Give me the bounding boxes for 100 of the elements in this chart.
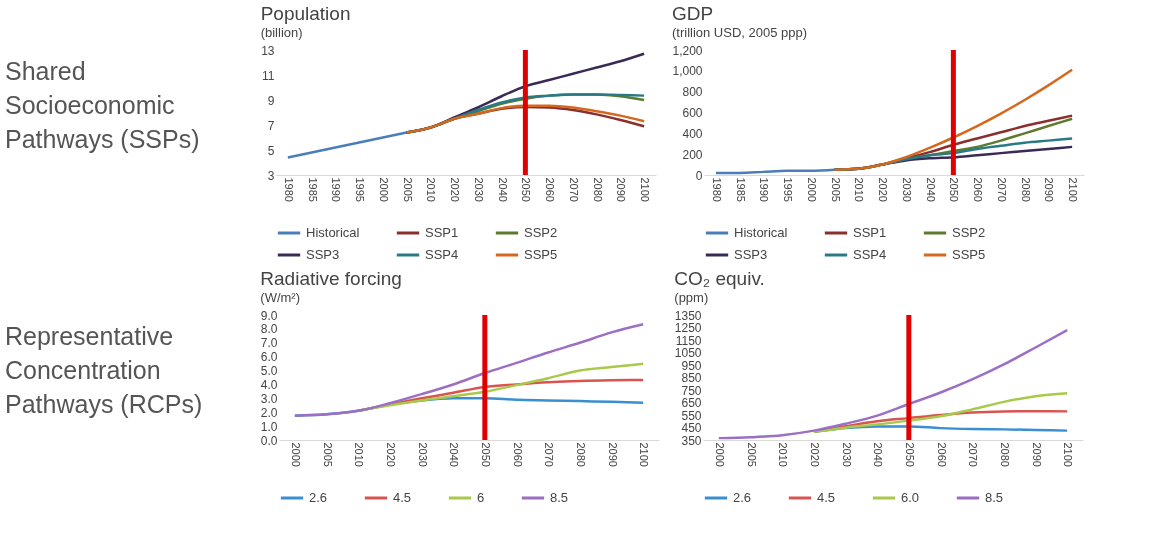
x-tick-label: 2070 (567, 177, 580, 202)
x-tick-label: 2005 (401, 177, 414, 202)
y-tick-label: 200 (682, 147, 703, 162)
x-tick-label: 2040 (872, 442, 885, 467)
y-tick-label: 13 (261, 43, 275, 58)
x-tick-label: 2005 (321, 442, 334, 467)
x-tick-label: 2030 (416, 442, 429, 467)
x-tick-label: 2100 (1067, 177, 1080, 202)
x-tick-label: 2000 (805, 177, 818, 202)
x-tick-label: 1985 (734, 177, 747, 202)
legend-label: 8.5 (550, 490, 569, 505)
y-tick-label: 6.0 (260, 350, 278, 365)
x-tick-label: 2010 (353, 442, 366, 467)
chart-title: CO₂ equiv. (674, 268, 765, 289)
legend-label: Historical (306, 225, 360, 240)
legend-label: Historical (734, 225, 788, 240)
chart-title: Radiative forcing (260, 268, 402, 289)
x-tick-label: 2010 (777, 442, 790, 467)
x-tick-label: 2090 (606, 442, 619, 467)
legend-label: 2.6 (733, 490, 752, 505)
legend-label: 4.5 (817, 490, 836, 505)
x-tick-label: 2100 (1062, 442, 1075, 467)
x-tick-label: 2000 (377, 177, 390, 202)
y-tick-label: 800 (682, 85, 703, 100)
y-tick-label: 0 (695, 168, 703, 183)
x-tick-label: 2020 (877, 177, 890, 202)
y-tick-label: 650 (681, 396, 702, 410)
x-tick-label: 1990 (330, 177, 343, 202)
x-tick-label: 2030 (472, 177, 485, 202)
y-tick-label: 750 (681, 383, 702, 398)
chart-subtitle: (trillion USD, 2005 ppp) (671, 25, 808, 40)
x-tick-label: 2090 (1043, 177, 1056, 202)
x-tick-label: 2060 (935, 442, 948, 467)
x-tick-label: 2040 (924, 177, 937, 202)
x-tick-label: 1995 (354, 177, 367, 202)
text: Representative Concentration Pathways (RCPs) (5, 322, 203, 418)
y-tick-label: 8.0 (260, 322, 278, 337)
x-tick-label: 2100 (639, 177, 652, 202)
x-tick-label: 2005 (829, 177, 842, 202)
x-tick-label: 2005 (745, 442, 758, 467)
x-tick-label: 2080 (574, 442, 587, 467)
legend-label: 2.6 (309, 490, 328, 505)
x-tick-label: 2080 (998, 442, 1011, 467)
legend-label: SSP2 (952, 225, 986, 240)
y-tick-label: 450 (681, 421, 702, 435)
chart-subtitle: (ppm) (674, 290, 709, 305)
chart-title: Population (260, 3, 351, 24)
x-tick-label: 2070 (995, 177, 1008, 202)
legend-label: SSP4 (853, 247, 887, 262)
x-tick-label: 2060 (511, 442, 524, 467)
x-tick-label: 2020 (808, 442, 821, 467)
legend-label: 6.0 (901, 490, 920, 505)
x-tick-label: 2000 (713, 442, 726, 467)
legend-label: SSP5 (524, 247, 558, 262)
legend-label: 6 (477, 490, 485, 505)
x-tick-label: 1980 (282, 177, 295, 202)
x-tick-label: 2080 (591, 177, 604, 202)
x-tick-label: 2040 (448, 442, 461, 467)
legend-label: 4.5 (393, 490, 412, 505)
y-tick-label: 850 (681, 371, 702, 385)
x-tick-label: 1985 (306, 177, 319, 202)
y-tick-label: 1050 (674, 346, 702, 360)
legend-label: SSP3 (306, 247, 340, 262)
chart-title: GDP (671, 3, 714, 24)
x-tick-label: 2010 (425, 177, 438, 202)
y-tick-label: 950 (681, 358, 702, 373)
y-tick-label: 2.0 (260, 405, 278, 420)
x-tick-label: 2020 (449, 177, 462, 202)
x-tick-label: 2020 (384, 442, 397, 467)
legend-label: SSP1 (425, 225, 459, 240)
x-tick-label: 2100 (638, 442, 651, 467)
x-tick-label: 2050 (948, 177, 961, 202)
y-tick-label: 1350 (674, 308, 702, 323)
y-tick-label: 5 (267, 143, 275, 158)
x-tick-label: 2050 (903, 442, 916, 467)
y-tick-label: 7 (267, 118, 275, 133)
x-tick-label: 2060 (544, 177, 557, 202)
x-tick-label: 2050 (479, 442, 492, 467)
y-tick-label: 1.0 (260, 419, 278, 434)
legend-label: SSP3 (734, 247, 768, 262)
x-tick-label: 1995 (782, 177, 795, 202)
y-tick-label: 600 (682, 106, 703, 120)
x-tick-label: 2070 (543, 442, 556, 467)
y-tick-label: 9.0 (260, 308, 278, 323)
x-tick-label: 2010 (853, 177, 866, 202)
x-tick-label: 2060 (972, 177, 985, 202)
legend-label: 8.5 (985, 490, 1004, 505)
y-tick-label: 5.0 (260, 364, 278, 379)
y-tick-label: 3.0 (260, 391, 278, 406)
y-tick-label: 9 (267, 93, 275, 108)
legend-label: SSP4 (425, 247, 459, 262)
x-tick-label: 2090 (615, 177, 628, 202)
y-tick-label: 1,200 (672, 43, 703, 58)
y-tick-label: 550 (681, 408, 702, 423)
x-tick-label: 2080 (1019, 177, 1032, 202)
x-tick-label: 2050 (520, 177, 533, 202)
x-tick-label: 2000 (289, 442, 302, 467)
legend-label: SSP1 (853, 225, 887, 240)
y-tick-label: 11 (262, 68, 275, 83)
y-tick-label: 350 (681, 433, 702, 448)
